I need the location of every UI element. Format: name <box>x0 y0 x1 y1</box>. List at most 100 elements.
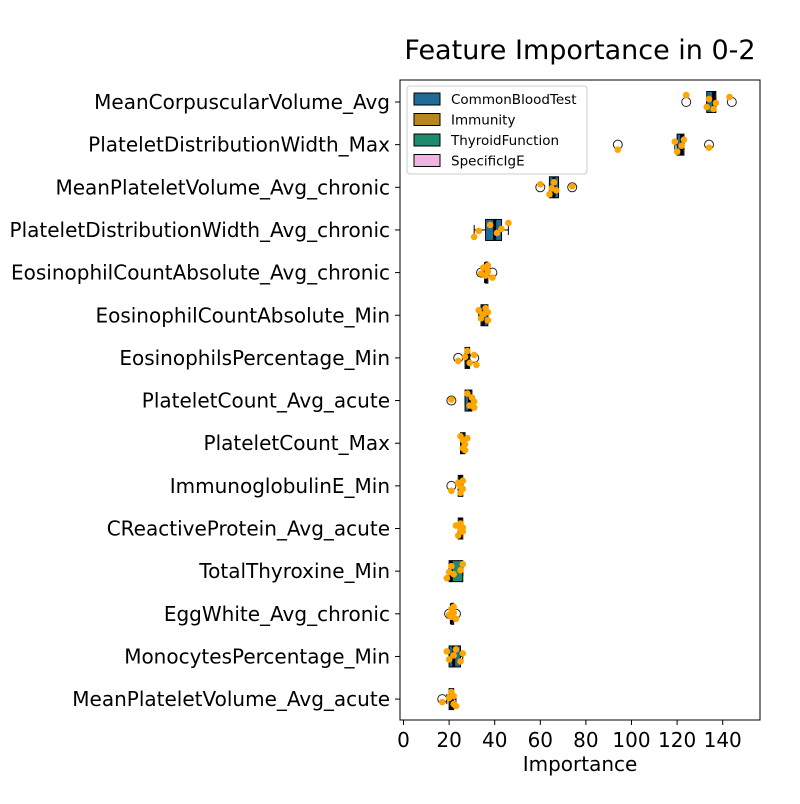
data-point <box>464 434 471 442</box>
data-point <box>537 181 544 188</box>
y-tick-label: PlateletCount_Max <box>204 431 391 455</box>
outlier-marker <box>681 97 692 107</box>
data-point <box>466 359 473 367</box>
x-axis-label: Importance <box>523 752 638 776</box>
data-point <box>454 532 462 539</box>
data-point <box>705 95 713 103</box>
y-tick-label: PlateletDistributionWidth_Avg_chronic <box>10 218 390 242</box>
data-point <box>459 477 467 485</box>
data-point <box>673 148 681 155</box>
outlier-marker <box>567 182 578 193</box>
x-tick-label: 20 <box>436 728 461 752</box>
data-point <box>726 93 733 101</box>
data-point <box>671 138 679 145</box>
x-tick-label: 60 <box>528 728 553 752</box>
outlier-marker <box>446 395 457 406</box>
y-tick-label: ImmunoglobulinE_Min <box>170 474 390 498</box>
data-point <box>505 219 512 227</box>
boxes-layer <box>437 91 737 711</box>
y-tick-label: MonocytesPercentage_Min <box>124 644 390 668</box>
data-point <box>484 308 492 316</box>
points-layer <box>438 91 733 710</box>
x-tick-label: 40 <box>482 728 507 752</box>
x-tick-label: 0 <box>397 728 410 752</box>
data-point <box>443 574 451 582</box>
y-tick-label: EosinophilsPercentage_Min <box>119 346 390 370</box>
data-point <box>475 227 483 235</box>
data-point <box>443 648 451 655</box>
y-tick-label: EggWhite_Avg_chronic <box>164 602 390 626</box>
data-point <box>680 136 688 143</box>
data-point <box>461 440 469 448</box>
data-point <box>568 183 576 190</box>
data-point <box>470 398 478 405</box>
data-point <box>450 570 457 578</box>
legend-frame <box>406 85 588 175</box>
y-axis-ticks: MeanCorpuscularVolume_Avg PlateletDistrib… <box>10 90 400 711</box>
data-point <box>445 656 453 663</box>
data-point <box>678 142 685 149</box>
data-point <box>457 658 464 665</box>
data-point <box>459 485 467 493</box>
legend-label: Immunity <box>451 113 515 129</box>
y-tick-label: EosinophilCountAbsolute_Avg_chronic <box>11 261 390 285</box>
data-point <box>438 698 446 706</box>
y-tick-label: MeanCorpuscularVolume_Avg <box>94 90 390 114</box>
x-axis-ticks: 0 20 40 60 80 100 120 140 <box>397 720 742 752</box>
legend-swatch <box>413 154 441 167</box>
data-point <box>484 316 492 324</box>
data-point <box>452 615 460 623</box>
legend-swatch <box>413 133 441 147</box>
data-point <box>705 144 713 151</box>
x-tick-label: 80 <box>573 728 598 752</box>
data-point <box>682 91 690 99</box>
y-tick-label: PlateletDistributionWidth_Max <box>88 133 390 157</box>
data-point <box>546 191 553 198</box>
data-point <box>459 560 467 568</box>
y-tick-label: MeanPlateletVolume_Avg_acute <box>72 687 390 711</box>
data-point <box>464 347 471 355</box>
y-tick-label: EosinophilCountAbsolute_Min <box>95 303 390 327</box>
data-point <box>614 146 622 153</box>
data-point <box>498 225 505 233</box>
data-point <box>712 99 720 107</box>
data-point <box>448 562 455 570</box>
legend-label: SpecificIgE <box>451 154 525 170</box>
chart-title: Feature Importance in 0-2 <box>404 35 755 66</box>
data-point <box>703 103 711 111</box>
data-point <box>461 446 469 454</box>
data-point <box>470 351 478 359</box>
x-tick-label: 140 <box>704 728 742 752</box>
data-point <box>459 524 467 531</box>
y-tick-label: PlateletCount_Avg_acute <box>142 389 390 413</box>
data-point <box>452 702 460 710</box>
data-point <box>486 221 494 229</box>
data-point <box>452 646 460 653</box>
data-point <box>470 404 478 411</box>
data-point <box>484 268 492 275</box>
data-point <box>459 650 467 657</box>
y-tick-label: MeanPlateletVolume_Avg_chronic <box>55 175 390 199</box>
data-point <box>470 233 478 241</box>
data-point <box>450 652 457 659</box>
data-point <box>464 390 471 397</box>
data-point <box>484 262 492 269</box>
data-point <box>550 179 558 186</box>
plot-area-frame <box>399 79 761 721</box>
y-tick-label: CReactiveProtein_Avg_acute <box>107 517 390 541</box>
data-point <box>450 609 457 617</box>
legend: CommonBloodTest Immunity ThyroidFunction Sp… <box>406 85 588 175</box>
data-point <box>450 692 457 700</box>
data-point <box>473 361 480 369</box>
x-tick-label: 120 <box>658 728 696 752</box>
data-point <box>448 396 455 403</box>
x-tick-label: 100 <box>612 728 650 752</box>
data-point <box>454 357 462 365</box>
data-point <box>450 603 457 611</box>
data-point <box>489 274 496 281</box>
data-point <box>457 566 464 574</box>
legend-label: CommonBloodTest <box>451 92 577 108</box>
data-point <box>475 306 483 314</box>
